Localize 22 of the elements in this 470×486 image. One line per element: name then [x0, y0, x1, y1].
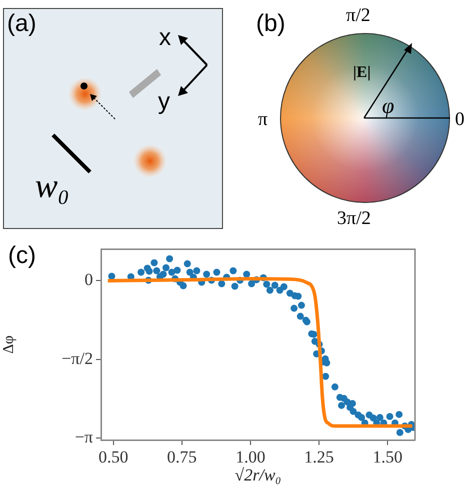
text: |E|	[353, 64, 371, 81]
text: (a)	[7, 10, 36, 37]
y-tick-label: −π/2	[62, 348, 93, 368]
text: π	[258, 109, 268, 130]
x-tick-label: 0.50	[98, 448, 128, 467]
text: (c)	[8, 242, 36, 269]
x-tick-label: 1.50	[372, 448, 402, 467]
text: π/2	[346, 5, 370, 26]
y-axis-title: Δφ	[0, 335, 17, 354]
x-tick-label: 1.25	[304, 448, 334, 467]
x-axis-title: √2r/w₀	[234, 465, 282, 484]
text: 0	[455, 109, 464, 130]
y-tick-label: 0	[84, 270, 93, 290]
text: w₀	[35, 168, 70, 205]
text: y	[158, 88, 170, 115]
text: (b)	[256, 10, 286, 37]
x-tick-label: 1.00	[236, 448, 266, 467]
y-tick-label: −π	[74, 428, 94, 447]
text: x	[159, 24, 171, 51]
text: 3π/2	[337, 208, 371, 229]
x-tick-label: 0.75	[167, 448, 197, 467]
text: φ	[382, 93, 394, 118]
